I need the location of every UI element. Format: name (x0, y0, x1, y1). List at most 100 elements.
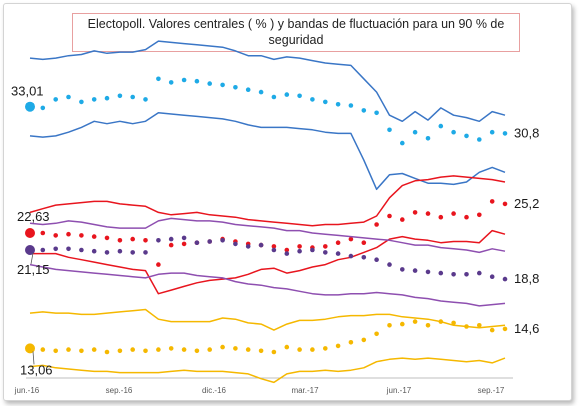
series-1-point (156, 262, 161, 267)
series-1-point (143, 238, 148, 243)
series-1-point (464, 214, 469, 220)
series-2-point (66, 246, 71, 252)
series-2-leader-line (30, 252, 34, 265)
series-1-start-label: 22,63 (17, 209, 50, 224)
series-1-point (53, 233, 58, 238)
series-1-point (284, 247, 290, 253)
series-1-point (323, 244, 328, 249)
series-3-point (425, 323, 431, 328)
series-1-point (25, 228, 35, 238)
series-2-point (335, 251, 341, 256)
series-1-point (412, 210, 418, 215)
series-1-point (348, 236, 354, 242)
series-0-point (464, 133, 469, 139)
series-3-upper-band (29, 308, 506, 331)
series-2-point (464, 272, 469, 277)
series-2-point (233, 241, 238, 247)
series-3-point (104, 349, 110, 355)
series-1-lower-band (30, 229, 506, 295)
series-2-point (348, 253, 354, 259)
chart-title-box: Electopoll. Valores centrales ( % ) y ba… (72, 13, 520, 52)
series-0-point (335, 102, 341, 107)
series-3-point (412, 319, 418, 324)
series-3-point (91, 347, 97, 352)
series-3-point (502, 326, 508, 332)
series-1-point (387, 213, 392, 219)
series-2-point (79, 247, 84, 253)
series-0-point (310, 97, 315, 102)
series-2-point (91, 248, 97, 254)
series-3-point (79, 348, 84, 354)
series-3-point (66, 347, 71, 352)
series-0-point (40, 105, 46, 111)
series-1-point (477, 212, 482, 218)
series-2-lower-band (29, 263, 506, 307)
series-2-point (489, 274, 495, 280)
series-3-point (310, 347, 315, 352)
series-0-point (438, 123, 444, 129)
series-1-upper-band (29, 175, 506, 227)
x-tick-label: mar.-17 (291, 386, 319, 395)
series-0-upper-band (29, 40, 506, 123)
series-3-point (220, 344, 225, 350)
series-2-point (207, 239, 212, 244)
series-1-point (117, 238, 123, 243)
series-3-point (53, 348, 58, 354)
series-0-point (425, 136, 431, 141)
series-3-point (207, 347, 212, 352)
series-2-point (412, 268, 418, 273)
series-3-point (361, 337, 367, 343)
series-1-point (438, 214, 444, 220)
series-0-point (156, 76, 161, 82)
series-0-point (284, 92, 290, 97)
series-3-leader-line (32, 351, 35, 365)
series-0-point (489, 129, 495, 135)
series-3-point (323, 346, 328, 351)
series-1-point (168, 242, 174, 248)
series-2-point (40, 247, 46, 253)
series-0-point (168, 80, 174, 85)
series-0-point (271, 94, 277, 100)
series-1-point (374, 222, 379, 227)
series-3-point (489, 327, 495, 333)
series-1-point (335, 240, 341, 245)
series-3-point (387, 323, 392, 328)
series-0-point (400, 140, 405, 146)
series-0-point (53, 97, 58, 102)
x-tick-label: jun.-17 (386, 386, 412, 395)
series-3-point (374, 331, 379, 337)
series-3-point (233, 346, 238, 351)
series-0-point (91, 97, 97, 102)
x-tick-label: sep.-17 (478, 386, 505, 395)
series-2-point (117, 248, 123, 254)
series-3-point (168, 346, 174, 351)
series-2-point (310, 247, 315, 253)
series-2-point (284, 251, 290, 256)
series-1-point (489, 199, 495, 204)
series-0-point (207, 81, 212, 86)
series-3-point (143, 348, 148, 354)
series-2-point (245, 244, 251, 249)
series-0-point (412, 129, 418, 135)
series-1-point (130, 236, 135, 242)
series-2-point (502, 276, 508, 282)
x-tick-label: jun.-16 (14, 386, 40, 395)
series-0-point (79, 99, 84, 105)
series-3-point (297, 347, 302, 352)
series-0-point (361, 108, 367, 113)
series-3-point (400, 321, 405, 327)
series-2-point (53, 246, 58, 252)
series-2-point (156, 238, 161, 243)
series-2-point (361, 254, 367, 260)
series-1-point (104, 235, 110, 241)
series-0-point (348, 103, 354, 108)
series-0-point (130, 94, 135, 100)
series-3-point (284, 344, 290, 350)
series-3-point (464, 324, 469, 329)
series-0-point (297, 93, 302, 99)
series-1-point (400, 217, 405, 222)
series-2-point (400, 267, 405, 272)
series-0-point (66, 94, 71, 100)
series-0-point (245, 87, 251, 92)
